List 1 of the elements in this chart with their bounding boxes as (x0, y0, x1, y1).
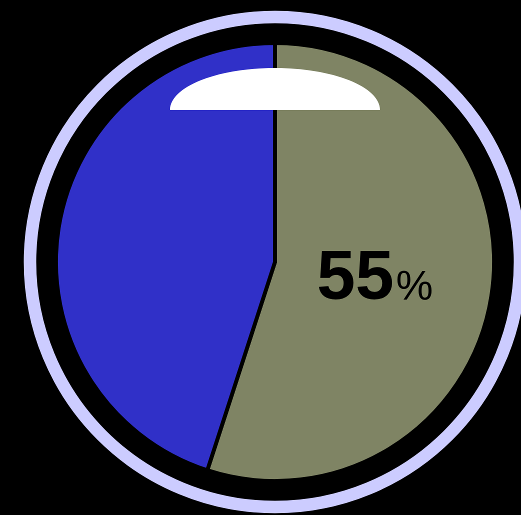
data-label: 55% (318, 251, 432, 300)
